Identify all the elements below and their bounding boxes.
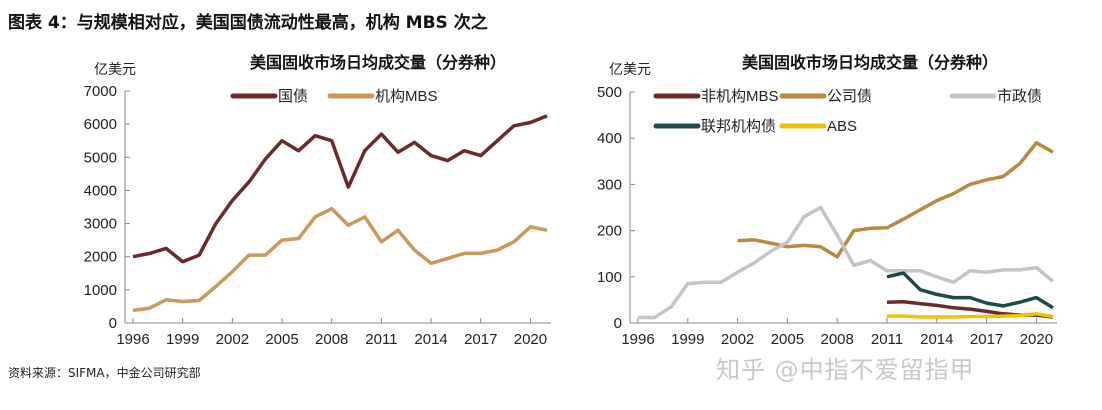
legend-label: ABS bbox=[827, 118, 857, 135]
x-tick-label: 1996 bbox=[621, 331, 654, 348]
chart-1: 美国固收市场日均成交量（分券种） 亿美元 0 1000 2000 3000 4000 5000… bbox=[84, 53, 551, 348]
x-tick-label: 2005 bbox=[265, 331, 298, 348]
x-tick-label: 2011 bbox=[365, 331, 397, 348]
y-tick-label: 300 bbox=[597, 176, 622, 193]
y-tick-label: 1000 bbox=[84, 282, 117, 299]
legend-label: 公司债 bbox=[827, 88, 872, 105]
x-tick-label: 1996 bbox=[116, 331, 149, 348]
y-tick-label: 0 bbox=[614, 315, 622, 332]
x-tick-label: 2008 bbox=[315, 331, 348, 348]
x-tick-label: 1999 bbox=[671, 331, 704, 348]
source-note: 资料来源：SIFMA，中金公司研究部 bbox=[8, 366, 201, 380]
figure-title: 图表 4：与规模相对应，美国国债流动性最高，机构 MBS 次之 bbox=[8, 13, 488, 33]
x-tick-label: 1999 bbox=[166, 331, 199, 348]
y-tick-label: 100 bbox=[597, 269, 622, 286]
x-tick-label: 2014 bbox=[414, 331, 447, 348]
y-tick-label: 6000 bbox=[84, 116, 117, 133]
y-axis-label: 亿美元 bbox=[94, 61, 136, 77]
y-tick-label: 5000 bbox=[84, 149, 117, 166]
y-tick-label: 4000 bbox=[84, 182, 117, 199]
y-tick-label: 3000 bbox=[84, 216, 117, 233]
y-tick-label: 0 bbox=[109, 315, 117, 332]
x-tick-label: 2020 bbox=[1020, 331, 1053, 348]
legend-label: 机构MBS bbox=[375, 88, 438, 105]
x-tick-label: 2017 bbox=[970, 331, 1003, 348]
legend-label: 市政债 bbox=[997, 88, 1042, 105]
chart-2: 美国固收市场日均成交量（分券种） 亿美元 0 100 200 300 400 500 1996 1… bbox=[597, 53, 1057, 348]
legend-label: 联邦机构债 bbox=[701, 118, 776, 135]
x-tick-label: 2020 bbox=[514, 331, 547, 348]
watermark: 知乎 @中指不爱留指甲 bbox=[716, 356, 975, 384]
series-line-2 bbox=[132, 206, 548, 313]
x-tick-label: 2008 bbox=[821, 331, 854, 348]
y-tick-label: 400 bbox=[597, 130, 622, 147]
y-tick-label: 200 bbox=[597, 223, 622, 240]
x-tick-label: 2014 bbox=[920, 331, 953, 348]
chart-title: 美国固收市场日均成交量（分券种） bbox=[742, 53, 998, 72]
legend-label: 非机构MBS bbox=[701, 88, 779, 105]
x-tick-label: 2005 bbox=[771, 331, 804, 348]
y-axis-label: 亿美元 bbox=[609, 61, 651, 77]
chart-title: 美国固收市场日均成交量（分券种） bbox=[250, 53, 506, 72]
series-line-1 bbox=[132, 114, 548, 264]
x-tick-label: 2002 bbox=[216, 331, 249, 348]
legend-label: 国债 bbox=[278, 88, 308, 105]
x-tick-label: 2002 bbox=[721, 331, 754, 348]
series-line-2 bbox=[737, 141, 1054, 259]
y-tick-label: 7000 bbox=[84, 83, 117, 100]
x-tick-label: 2017 bbox=[464, 331, 497, 348]
y-tick-label: 2000 bbox=[84, 249, 117, 266]
y-tick-label: 500 bbox=[597, 84, 622, 101]
series-line-3 bbox=[638, 205, 1055, 320]
x-tick-label: 2011 bbox=[871, 331, 903, 348]
